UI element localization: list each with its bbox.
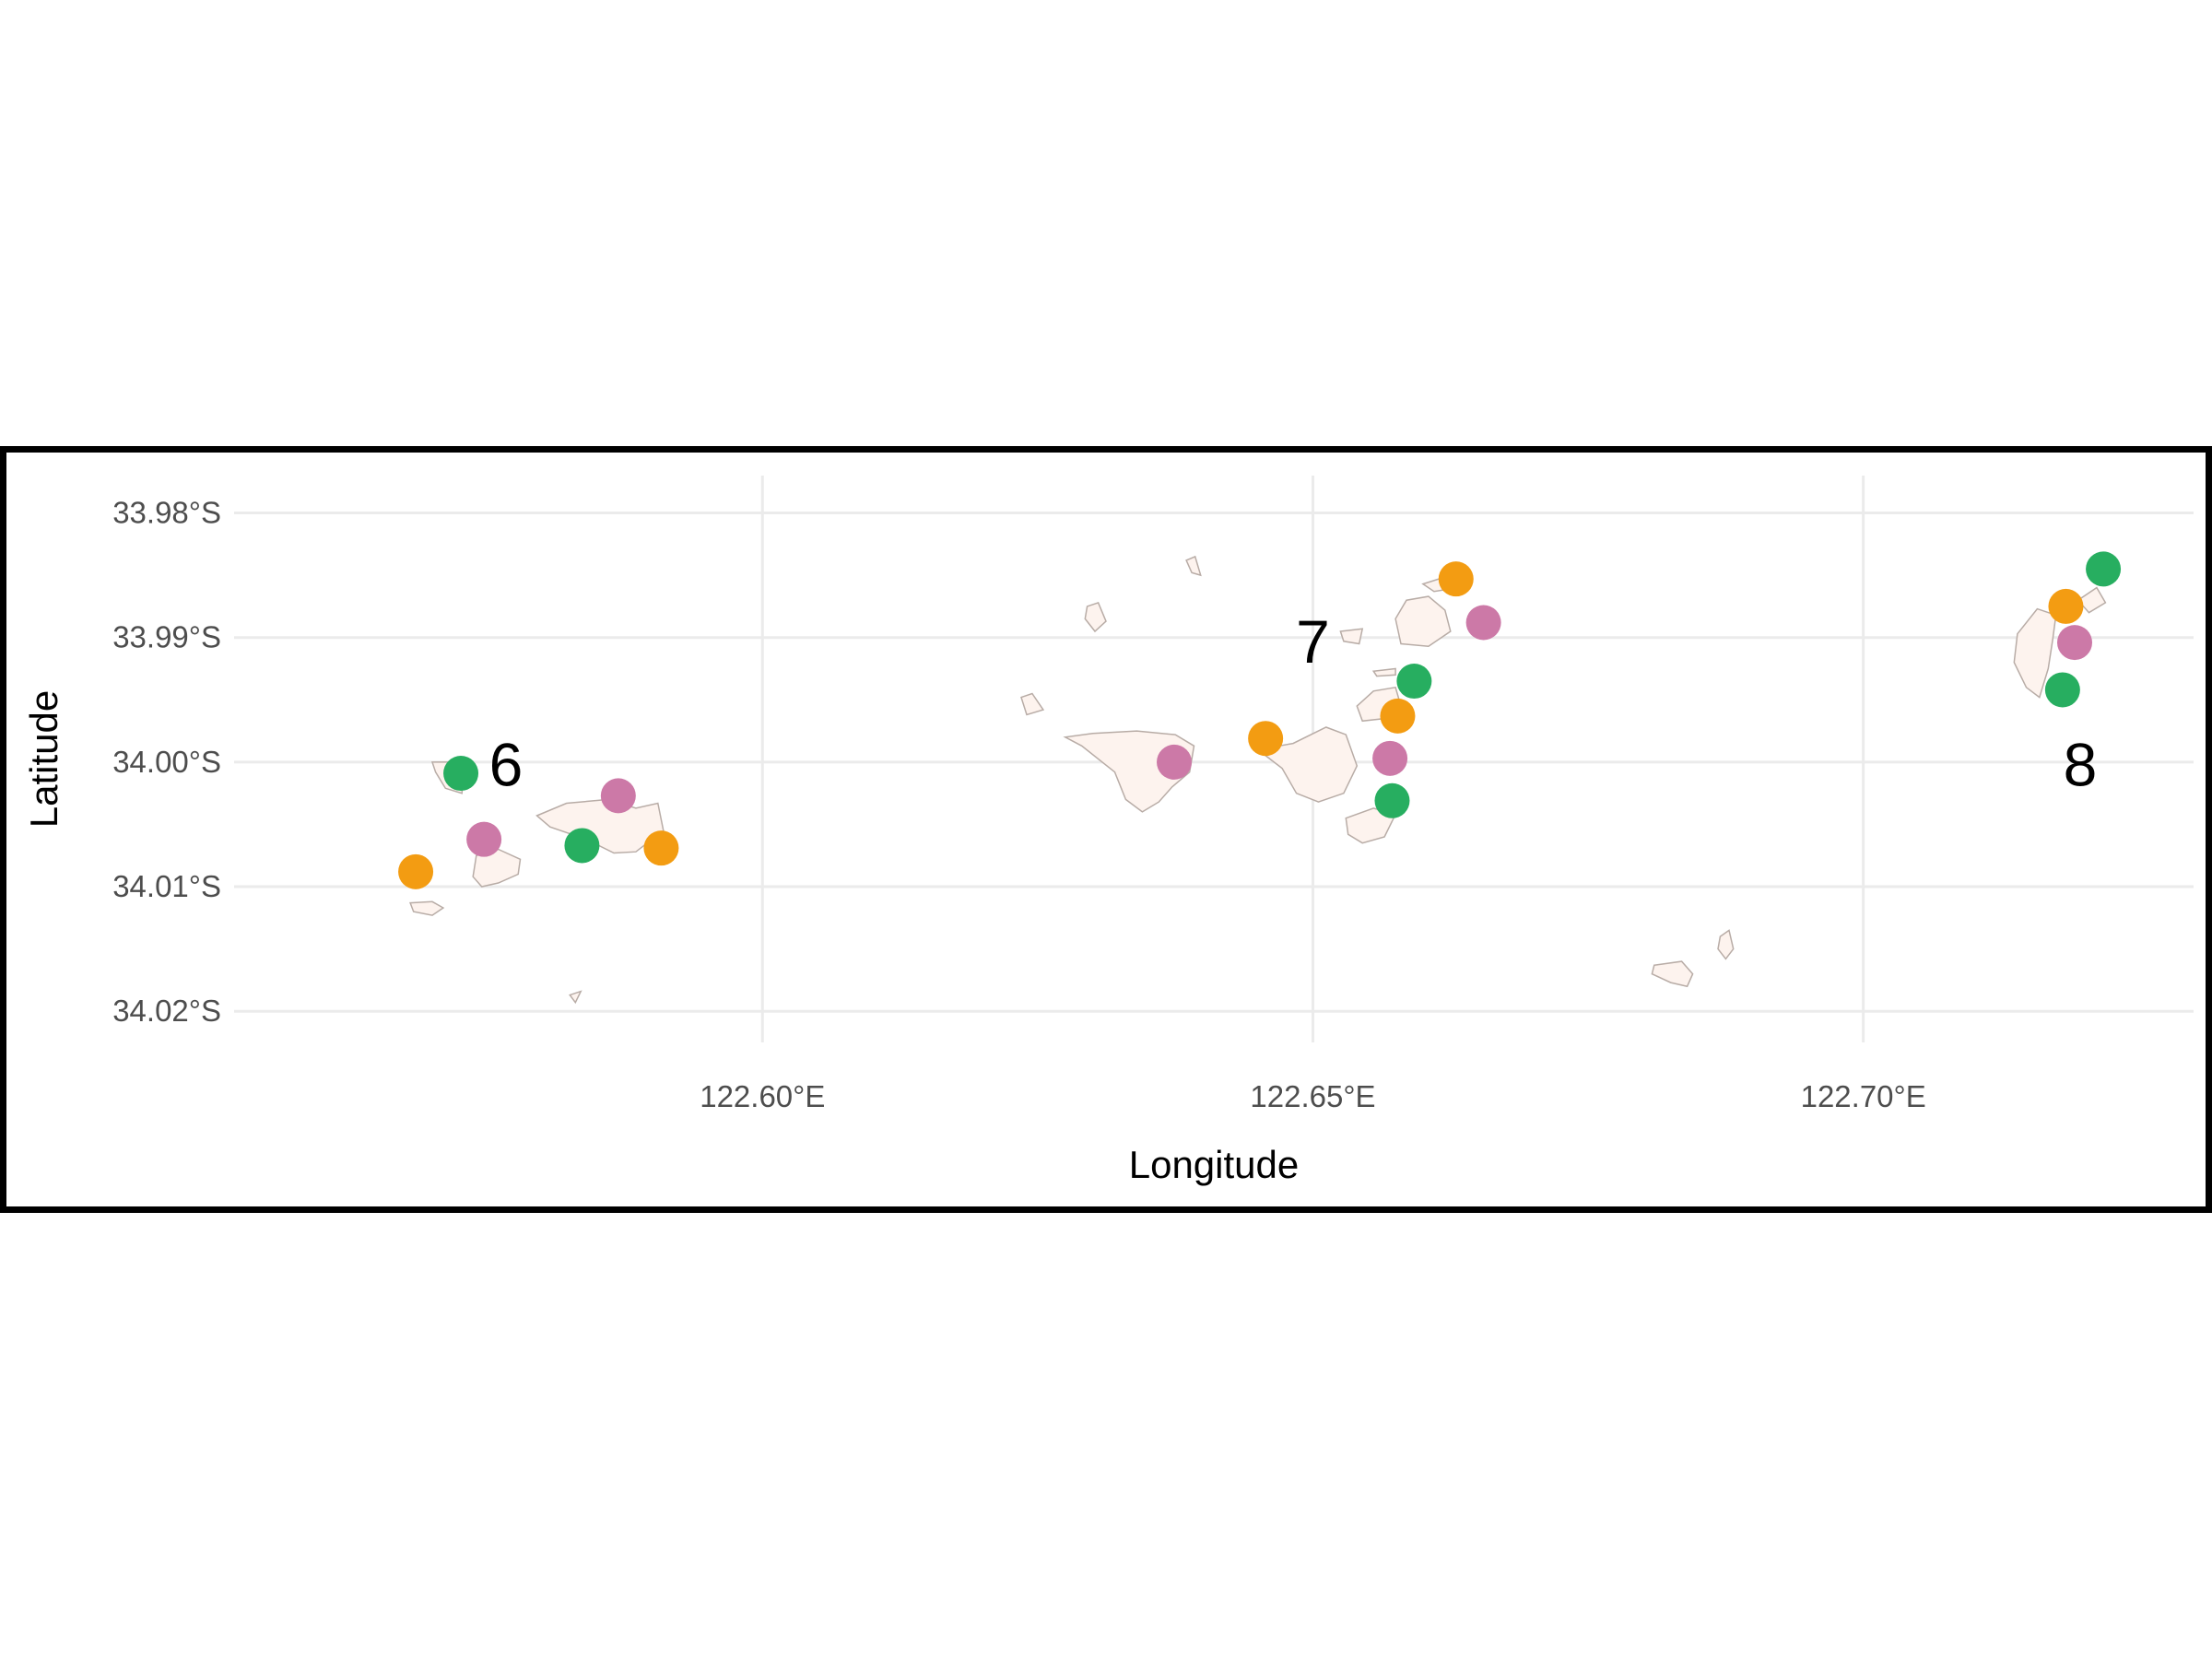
orange-point (398, 853, 434, 889)
x-tick-label: 122.60°E (700, 1079, 825, 1113)
green-point (1374, 782, 1410, 818)
orange-point (2048, 588, 2084, 624)
island-shape (409, 900, 445, 916)
island-shape (2013, 607, 2057, 699)
green-point (443, 756, 479, 792)
island-shape (2077, 586, 2107, 614)
orange-point (1380, 698, 1416, 734)
island-shape (1651, 960, 1694, 988)
island-shape (569, 990, 582, 1005)
land-layer (409, 555, 2107, 1005)
site-label-6: 6 (489, 731, 524, 799)
green-point (564, 828, 600, 864)
map-panel: 6 7 8 122.60°E 122.65°E 122.70°E 33.98°S 33.99… (0, 446, 2212, 1213)
grid-layer (234, 476, 2194, 1042)
orange-point (643, 830, 679, 866)
site-labels-layer: 6 7 8 (489, 607, 2098, 799)
y-tick-label: 34.01°S (112, 869, 221, 903)
y-tick-label: 34.00°S (112, 745, 221, 779)
pink-point (1465, 605, 1501, 641)
green-point (2044, 672, 2080, 708)
orange-point (1438, 561, 1474, 597)
island-shape (1339, 628, 1364, 645)
island-shape (472, 848, 522, 888)
island-shape (1371, 667, 1396, 677)
map-plot: 6 7 8 122.60°E 122.65°E 122.70°E 33.98°S 33.99… (22, 476, 2194, 1186)
island-shape (1255, 726, 1359, 803)
pink-point (600, 778, 636, 814)
orange-point (1248, 721, 1284, 757)
points-layer (398, 551, 2122, 889)
x-tick-label: 122.65°E (1250, 1079, 1375, 1113)
green-point (1396, 664, 1432, 700)
island-shape (1084, 601, 1107, 633)
y-tick-label: 33.98°S (112, 496, 221, 530)
site-label-7: 7 (1296, 607, 1330, 676)
tick-labels-layer: 122.60°E 122.65°E 122.70°E 33.98°S 33.99°S 34… (112, 496, 1926, 1113)
pink-point (1372, 740, 1408, 776)
island-shape (1345, 807, 1397, 844)
pink-point (2057, 625, 2093, 661)
pink-point (466, 821, 502, 857)
y-tick-label: 34.02°S (112, 994, 221, 1028)
y-axis-title: Latitude (22, 690, 65, 828)
island-shape (1394, 595, 1452, 647)
island-shape (1020, 692, 1045, 716)
island-shape (1717, 929, 1735, 960)
site-label-8: 8 (2064, 731, 2098, 799)
island-shape (1185, 555, 1202, 577)
x-tick-label: 122.70°E (1801, 1079, 1926, 1113)
green-point (2086, 551, 2122, 587)
x-axis-title: Longitude (1129, 1143, 1300, 1186)
y-tick-label: 33.99°S (112, 620, 221, 654)
pink-point (1157, 744, 1193, 780)
